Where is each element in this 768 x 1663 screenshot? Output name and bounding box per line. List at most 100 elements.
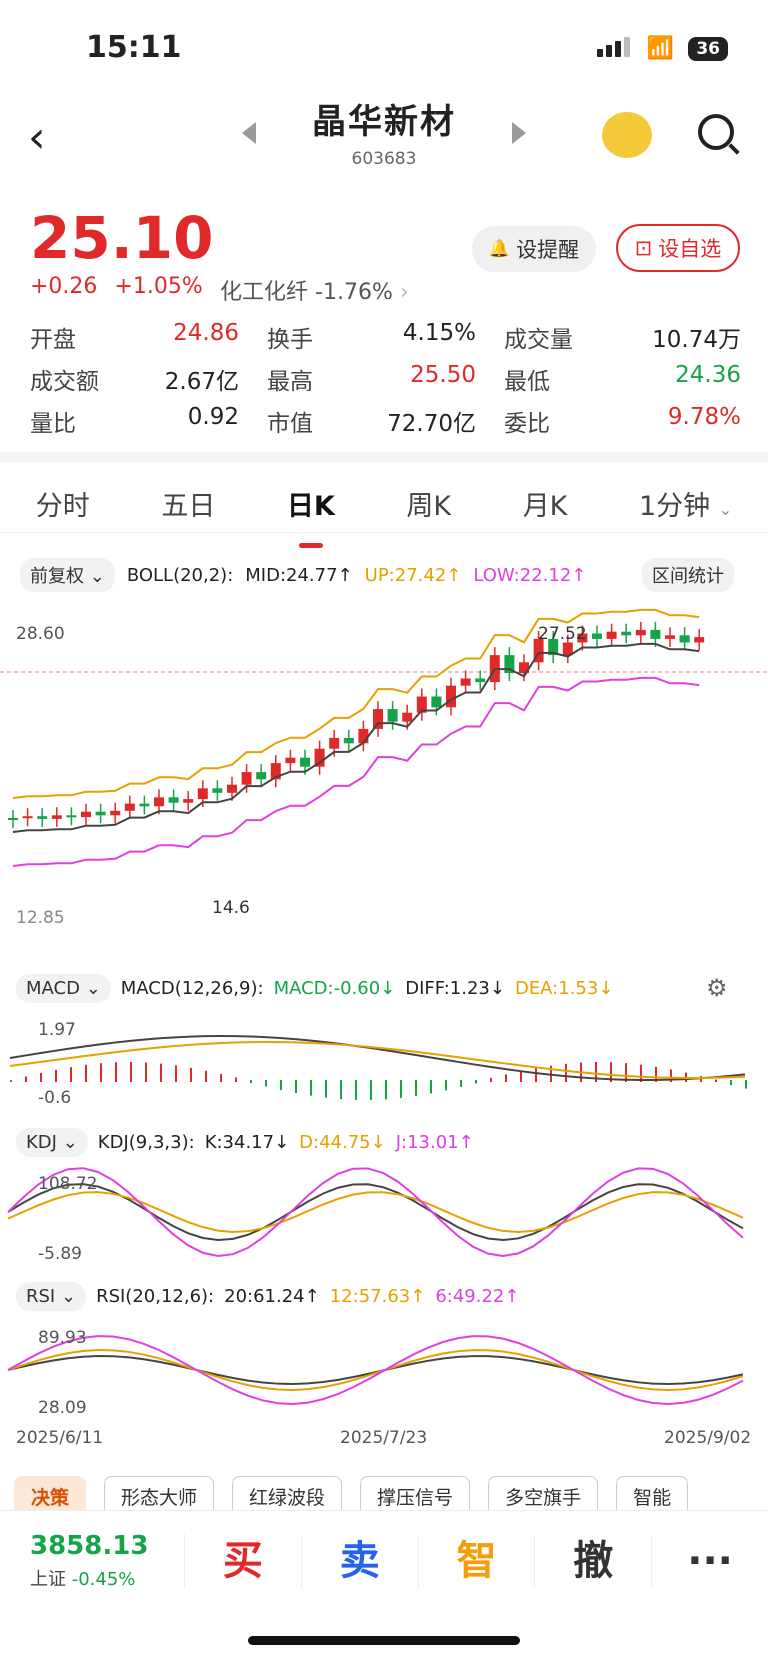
macd-bar [415,1080,417,1096]
candle-body [37,816,48,819]
stat-label: 市值 [267,411,313,437]
macd-bar [385,1080,387,1100]
stats-grid: 开盘 24.86 换手 4.15% 成交量 10.74万 成交额 2.67亿 最高 25.… [30,316,742,442]
bottom-action-bar: 3858.13 上证 -0.45% 买 卖 智 撤 ··· [0,1510,768,1610]
price-change: +0.26 +1.05% [30,274,203,299]
tab-intraday[interactable]: 分时 [35,491,90,522]
boll-mid: MID:24.77↑ [245,564,353,586]
kdj-k: K:34.17↓ [204,1132,290,1153]
macd-bar [130,1062,132,1082]
stats-row: 开盘 24.86 换手 4.15% 成交量 10.74万 [30,316,742,358]
date-mid: 2025/7/23 [340,1428,428,1448]
boll-params: BOLL(20,2): [126,564,234,586]
candle-body [475,678,486,683]
candle-body [592,633,602,639]
home-indicator [248,1636,520,1645]
boll-low-line [12,676,700,867]
macd-bar [145,1062,147,1082]
cancel-order-button[interactable]: 撤 [534,1533,651,1588]
macd-bar [250,1080,252,1084]
candle-body [300,757,310,767]
macd-dea-line [9,1041,746,1079]
candle-body [51,815,62,819]
macd-bar [295,1080,297,1094]
prev-stock-icon[interactable] [242,122,256,144]
candle-body [533,638,544,663]
kdj-d: D:44.75↓ [299,1132,386,1153]
sector-link[interactable]: 化工化纤 -1.76% › [220,274,409,306]
settings-icon[interactable]: ⚙ [706,974,728,1002]
kdj-header: KDJ ⌄ KDJ(9,3,3): K:34.17↓ D:44.75↓ J:13… [16,1128,474,1157]
macd-bar [355,1080,357,1100]
kdj-params: KDJ(9,3,3): [97,1132,195,1153]
rsi-params: RSI(20,12,6): [96,1286,215,1307]
search-icon[interactable] [698,114,734,150]
macd-bar [535,1068,537,1082]
kdj-chart [7,1167,744,1258]
next-stock-icon[interactable] [512,122,526,144]
candle-body [241,772,252,785]
candle-body [577,633,588,643]
tab-daily-k[interactable]: 日K [279,478,343,548]
sector-name: 化工化纤 [220,280,309,305]
boll-mid-line [12,642,700,833]
tab-one-minute[interactable]: 1分钟 ⌄ [631,478,740,534]
candle-body [431,696,442,708]
kline-high-marker: 27.52 [538,624,587,644]
sell-button[interactable]: 卖 [300,1533,418,1588]
boll-up-line [12,608,700,799]
macd-bar [595,1062,597,1082]
buy-button[interactable]: 买 [184,1533,301,1588]
change-pct: +1.05% [114,274,203,299]
candle-body [621,631,632,636]
rsi-chart [7,1335,744,1406]
date-start: 2025/6/11 [16,1428,104,1448]
tab-five-day[interactable]: 五日 [161,491,216,522]
stat-value: 24.36 [675,362,741,388]
candle-body [227,784,237,793]
mascot-icon[interactable] [602,112,652,158]
more-button[interactable]: ··· [651,1533,768,1588]
macd-bar [175,1065,177,1082]
rsi-label: RSI [26,1286,56,1307]
candle-body [8,818,18,820]
macd-dropdown[interactable]: MACD ⌄ [16,974,111,1003]
stat-label: 成交额 [30,369,99,395]
stat-label: 成交量 [504,327,573,353]
macd-bar [505,1074,507,1082]
kline-chart[interactable] [0,600,768,940]
macd-bar [430,1080,432,1094]
macd-bar [400,1080,402,1098]
back-icon[interactable]: ‹ [28,112,46,163]
macd-diff: DIFF:1.23↓ [405,978,505,999]
stock-code: 603683 [351,149,417,169]
adjust-dropdown[interactable]: 前复权 ⌄ [20,558,115,592]
add-watchlist-button[interactable]: ⊡ 设自选 [616,224,740,272]
kdj-dropdown[interactable]: KDJ ⌄ [16,1128,88,1157]
macd-bar [640,1064,642,1082]
macd-value: MACD:-0.60↓ [273,978,396,999]
stat-value: 25.50 [410,362,476,388]
candle-body [446,685,456,708]
candle-body [694,637,705,643]
macd-bar [340,1080,342,1100]
candle-body [635,629,646,636]
rsi-dropdown[interactable]: RSI ⌄ [16,1282,87,1311]
kline-y-bottom: 12.85 [16,908,65,928]
candle-body [197,788,208,800]
range-stat-button[interactable]: 区间统计 [642,558,734,592]
stat-label: 开盘 [30,327,76,353]
set-reminder-button[interactable]: 🔔 设提醒 [472,226,596,272]
index-ticker[interactable]: 3858.13 上证 -0.45% [0,1531,184,1591]
change-value: +0.26 [30,274,98,299]
candle-body [270,763,281,780]
macd-bar [25,1076,27,1082]
macd-bar [160,1063,162,1082]
smart-button[interactable]: 智 [417,1533,535,1588]
macd-chart [9,1035,747,1100]
macd-params: MACD(12,26,9): [120,978,264,999]
candle-body [665,635,675,639]
tab-monthly-k[interactable]: 月K [522,491,568,522]
kline-y-top: 28.60 [16,624,65,644]
tab-weekly-k[interactable]: 周K [406,491,452,522]
